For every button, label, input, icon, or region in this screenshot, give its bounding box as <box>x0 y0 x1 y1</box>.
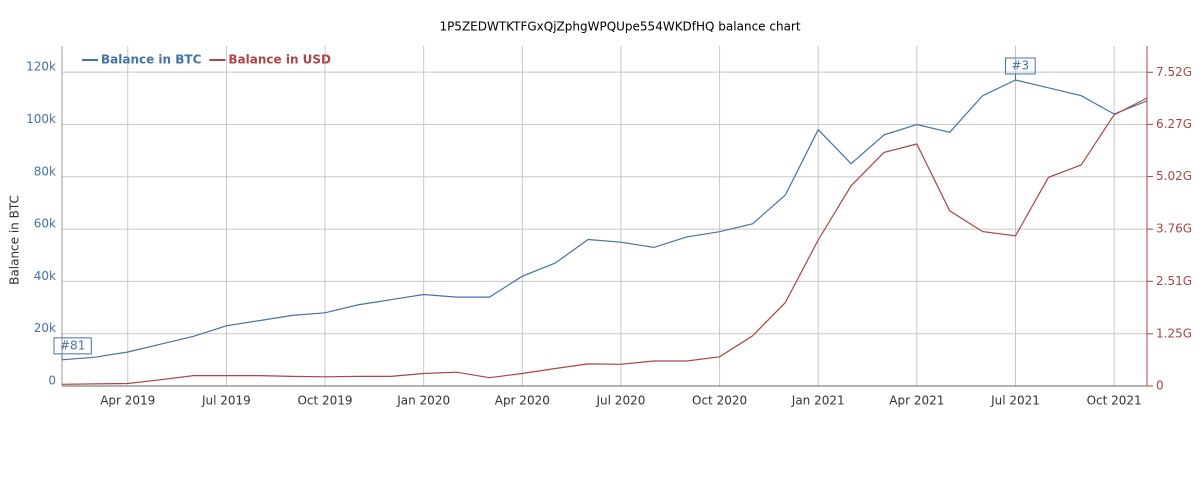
x-tick-label: Jul 2021 <box>990 394 1040 408</box>
chart-title: 1P5ZEDWTKTFGxQjZphgWPQUpe554WKDfHQ balan… <box>439 20 800 34</box>
annotation-label: #81 <box>60 338 85 352</box>
y2-tick-label: 7.52G <box>1156 65 1192 79</box>
x-tick-label: Oct 2019 <box>297 394 352 408</box>
y2-tick-label: 5.02G <box>1156 169 1192 183</box>
x-tick-label: Apr 2021 <box>889 394 944 408</box>
y2-tick-label: 6.27G <box>1156 117 1192 131</box>
annotation-label: #3 <box>1011 59 1029 73</box>
x-tick-label: Oct 2020 <box>692 394 747 408</box>
legend-label: Balance in USD <box>228 53 331 67</box>
x-tick-label: Oct 2021 <box>1087 394 1142 408</box>
y-tick-label: 100k <box>26 112 56 126</box>
data-line <box>61 97 1148 385</box>
annotation-box <box>53 337 92 355</box>
y2-tick-label: 1.25G <box>1156 326 1192 340</box>
x-tick-label: Apr 2019 <box>100 394 155 408</box>
y-tick-label: 40k <box>34 269 56 283</box>
y-tick-label: 0 <box>48 374 56 388</box>
x-tick-label: Apr 2020 <box>495 394 550 408</box>
x-tick-label: Jan 2020 <box>396 394 450 408</box>
x-tick-label: Jul 2019 <box>201 394 251 408</box>
y2-tick-label: 3.76G <box>1156 222 1192 236</box>
x-tick-label: Jan 2021 <box>791 394 845 408</box>
data-line <box>61 79 1148 361</box>
y2-tick-label: 2.51G <box>1156 274 1192 288</box>
y-tick-label: 60k <box>34 217 56 231</box>
y-tick-label: 120k <box>26 60 56 74</box>
x-tick-label: Jul 2020 <box>596 394 646 408</box>
annotation-box <box>1004 57 1036 75</box>
y2-tick-label: 0 <box>1156 379 1164 393</box>
legend-label: Balance in BTC <box>101 53 202 67</box>
y-tick-label: 80k <box>34 164 56 178</box>
y-tick-label: 20k <box>34 321 56 335</box>
y-axis-label: Balance in BTC <box>8 195 22 285</box>
